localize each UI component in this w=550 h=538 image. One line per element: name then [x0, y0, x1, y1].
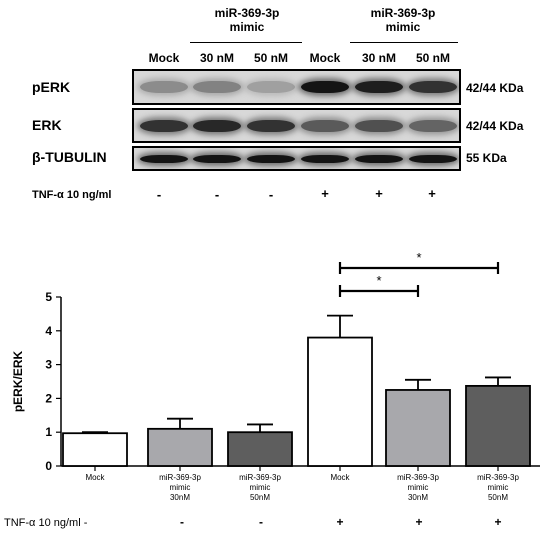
- blot-band: [193, 154, 241, 163]
- y-axis-label: pERK/ERK: [11, 351, 25, 413]
- group-header-2-line1: miR-369-3p: [370, 6, 436, 20]
- blot-tnf-sign: -: [268, 187, 274, 202]
- blot-band: [247, 154, 295, 163]
- significance-star: *: [416, 250, 421, 265]
- blot-band: [140, 119, 188, 132]
- blot-band: [301, 154, 349, 163]
- blot-band: [193, 119, 241, 132]
- y-tick-label: 5: [45, 290, 52, 304]
- group-header-1: miR-369-3p mimic: [192, 6, 302, 34]
- blot-band: [140, 81, 188, 93]
- size-label-erk: 42/44 KDa: [466, 119, 524, 133]
- blot-tnf-sign: -: [214, 187, 220, 202]
- lane-label: 30 nM: [361, 51, 396, 65]
- row-label-tubulin: β-TUBULIN: [32, 149, 107, 165]
- blot-band: [301, 119, 349, 132]
- row-label-perk: pERK: [32, 79, 71, 95]
- blot-tnf-sign: -: [156, 187, 162, 202]
- western-blot-panel: miR-369-3p mimic miR-369-3p mimic Mock 3…: [0, 0, 550, 215]
- y-tick-label: 0: [45, 459, 52, 473]
- blot-tnf-label: TNF-α 10 ng/ml: [32, 189, 112, 201]
- blot-perk: [132, 69, 461, 105]
- x-tick-label: miR-369-3p mimic 30nM: [159, 473, 201, 502]
- blot-band: [193, 81, 241, 93]
- chart-tnf-sign: +: [494, 515, 501, 529]
- bar: [385, 389, 451, 467]
- blot-band: [247, 81, 295, 93]
- lane-label: 30 nM: [199, 51, 234, 65]
- lane-label: 50 nM: [253, 51, 288, 65]
- x-tick-label: miR-369-3p mimic 50nM: [477, 473, 519, 502]
- chart-tnf-sign: -: [180, 515, 184, 529]
- size-label-perk: 42/44 KDa: [466, 81, 524, 95]
- row-label-erk: ERK: [32, 117, 62, 133]
- blot-band: [301, 81, 349, 93]
- chart-tnf-sign: -: [259, 515, 263, 529]
- group-header-1-line1: miR-369-3p: [214, 6, 280, 20]
- blot-tnf-sign: +: [428, 186, 436, 201]
- x-tick-label: miR-369-3p mimic 50nM: [239, 473, 281, 502]
- bar: [62, 432, 128, 467]
- blot-band: [409, 154, 457, 163]
- lane-label: Mock: [148, 51, 180, 65]
- x-tick-label: Mock: [85, 473, 105, 482]
- group-header-1-line2: mimic: [229, 20, 265, 34]
- size-label-tubulin: 55 KDa: [466, 151, 507, 165]
- lane-label: Mock: [309, 51, 341, 65]
- blot-band: [247, 119, 295, 132]
- significance-star: *: [376, 273, 381, 288]
- y-tick-label: 4: [45, 324, 52, 338]
- group-header-2-underline: [350, 42, 458, 43]
- blot-band: [355, 81, 403, 93]
- lane-label: 50 nM: [415, 51, 450, 65]
- group-header-2-line2: mimic: [385, 20, 421, 34]
- bar: [465, 384, 531, 467]
- chart-tnf-sign: +: [415, 515, 422, 529]
- y-tick-label: 2: [45, 391, 52, 405]
- group-header-2: miR-369-3p mimic: [348, 6, 458, 34]
- blot-band: [355, 119, 403, 132]
- bar: [227, 431, 293, 467]
- bar-chart: pERK/ERK 0 1 2 3 4 5 Mock miR-369-3p mimic 30nM m…: [4, 250, 540, 529]
- blot-band: [140, 154, 188, 163]
- y-tick-label: 1: [45, 425, 52, 439]
- blot-band: [409, 119, 457, 132]
- blot-erk: [132, 108, 461, 143]
- x-tick-label: miR-369-3p mimic 30nM: [397, 473, 439, 502]
- blot-band: [355, 154, 403, 163]
- blot-tnf-sign: +: [321, 186, 329, 201]
- blot-band: [409, 81, 457, 93]
- bar: [147, 427, 213, 467]
- chart-tnf-label: TNF-α 10 ng/ml -: [4, 517, 88, 529]
- group-header-1-underline: [190, 42, 302, 43]
- blot-tubulin: [132, 146, 461, 171]
- y-tick-label: 3: [45, 358, 52, 372]
- x-tick-label: Mock: [330, 473, 350, 482]
- chart-tnf-sign: +: [336, 515, 343, 529]
- bar: [307, 336, 373, 467]
- blot-tnf-sign: +: [375, 186, 383, 201]
